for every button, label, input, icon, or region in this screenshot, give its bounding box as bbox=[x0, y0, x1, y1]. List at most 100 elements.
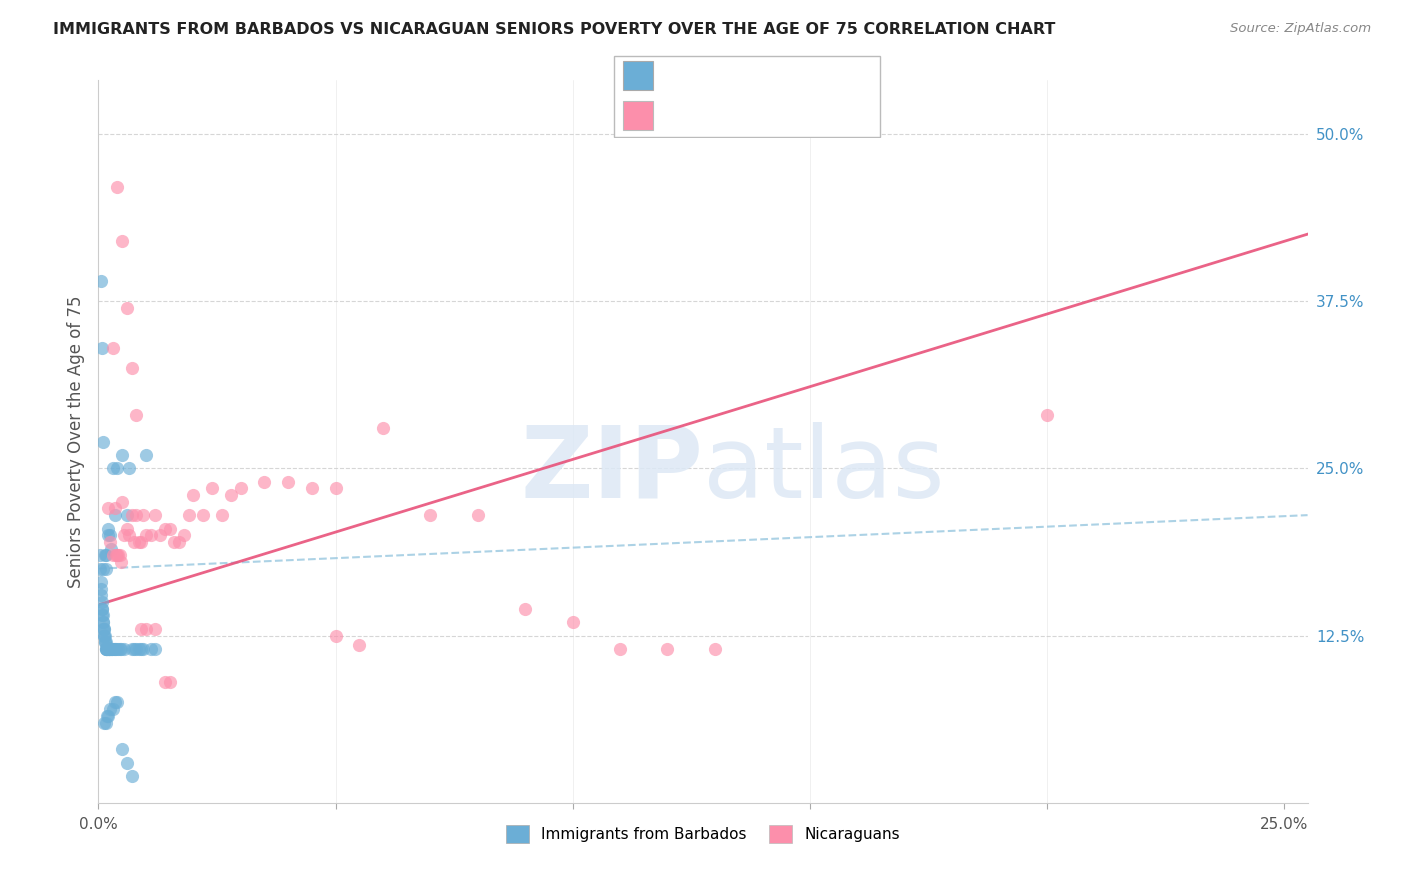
Immigrants from Barbados bbox=[91, 434, 114, 449]
Immigrants from Barbados bbox=[107, 642, 129, 657]
Immigrants from Barbados bbox=[93, 628, 115, 642]
Immigrants from Barbados bbox=[103, 508, 125, 523]
Immigrants from Barbados bbox=[100, 642, 122, 657]
Immigrants from Barbados bbox=[98, 702, 121, 716]
Nicaraguans bbox=[561, 615, 583, 630]
Immigrants from Barbados bbox=[97, 642, 120, 657]
Nicaraguans bbox=[277, 475, 299, 489]
Nicaraguans bbox=[125, 408, 148, 422]
Immigrants from Barbados bbox=[103, 642, 125, 657]
Immigrants from Barbados bbox=[94, 562, 117, 576]
Immigrants from Barbados bbox=[90, 582, 112, 596]
Immigrants from Barbados bbox=[94, 642, 117, 657]
Immigrants from Barbados bbox=[91, 622, 114, 636]
Nicaraguans bbox=[128, 534, 150, 549]
Immigrants from Barbados bbox=[89, 562, 111, 576]
Immigrants from Barbados bbox=[115, 508, 138, 523]
Nicaraguans bbox=[201, 482, 224, 496]
Immigrants from Barbados bbox=[91, 608, 114, 623]
Immigrants from Barbados bbox=[100, 541, 122, 556]
Immigrants from Barbados bbox=[91, 615, 114, 630]
Nicaraguans bbox=[173, 528, 195, 542]
Nicaraguans bbox=[129, 622, 152, 636]
Nicaraguans bbox=[177, 508, 200, 523]
Y-axis label: Seniors Poverty Over the Age of 75: Seniors Poverty Over the Age of 75 bbox=[66, 295, 84, 588]
Immigrants from Barbados bbox=[91, 615, 114, 630]
Immigrants from Barbados bbox=[97, 528, 120, 542]
Nicaraguans bbox=[105, 548, 128, 563]
Nicaraguans bbox=[371, 421, 394, 435]
Immigrants from Barbados bbox=[93, 635, 115, 649]
Immigrants from Barbados bbox=[94, 548, 117, 563]
Immigrants from Barbados bbox=[111, 448, 134, 462]
Nicaraguans bbox=[229, 482, 252, 496]
Immigrants from Barbados bbox=[135, 448, 157, 462]
Nicaraguans bbox=[191, 508, 214, 523]
Immigrants from Barbados bbox=[104, 642, 127, 657]
Nicaraguans bbox=[104, 501, 127, 516]
Nicaraguans bbox=[211, 508, 233, 523]
Nicaraguans bbox=[181, 488, 204, 502]
Immigrants from Barbados bbox=[104, 696, 127, 710]
Text: R =  0.425    N = 61: R = 0.425 N = 61 bbox=[664, 107, 818, 121]
Nicaraguans bbox=[609, 642, 631, 657]
Immigrants from Barbados bbox=[143, 642, 166, 657]
Text: ZIP: ZIP bbox=[520, 422, 703, 519]
Immigrants from Barbados bbox=[115, 756, 138, 770]
Immigrants from Barbados bbox=[96, 548, 118, 563]
Nicaraguans bbox=[129, 534, 152, 549]
Nicaraguans bbox=[347, 638, 370, 652]
Immigrants from Barbados bbox=[98, 642, 121, 657]
Nicaraguans bbox=[139, 528, 162, 542]
Nicaraguans bbox=[167, 534, 190, 549]
Nicaraguans bbox=[115, 301, 138, 315]
Nicaraguans bbox=[325, 628, 347, 642]
FancyBboxPatch shape bbox=[614, 56, 880, 136]
Nicaraguans bbox=[301, 482, 323, 496]
Nicaraguans bbox=[143, 622, 166, 636]
Immigrants from Barbados bbox=[93, 622, 115, 636]
Nicaraguans bbox=[118, 528, 141, 542]
Nicaraguans bbox=[115, 521, 138, 535]
Immigrants from Barbados bbox=[93, 628, 115, 642]
Nicaraguans bbox=[101, 548, 124, 563]
Immigrants from Barbados bbox=[105, 461, 128, 475]
Immigrants from Barbados bbox=[93, 622, 115, 636]
Nicaraguans bbox=[114, 528, 136, 542]
Nicaraguans bbox=[159, 521, 181, 535]
Nicaraguans bbox=[107, 548, 129, 563]
Nicaraguans bbox=[419, 508, 441, 523]
Immigrants from Barbados bbox=[91, 562, 114, 576]
Immigrants from Barbados bbox=[139, 642, 162, 657]
Nicaraguans bbox=[110, 555, 132, 569]
Immigrants from Barbados bbox=[105, 696, 128, 710]
Nicaraguans bbox=[149, 528, 172, 542]
Nicaraguans bbox=[153, 521, 176, 535]
Immigrants from Barbados bbox=[101, 702, 124, 716]
Immigrants from Barbados bbox=[94, 715, 117, 730]
Immigrants from Barbados bbox=[100, 642, 122, 657]
Immigrants from Barbados bbox=[90, 602, 112, 616]
Immigrants from Barbados bbox=[97, 521, 120, 535]
Immigrants from Barbados bbox=[111, 742, 134, 756]
Nicaraguans bbox=[657, 642, 679, 657]
Nicaraguans bbox=[219, 488, 242, 502]
Immigrants from Barbados bbox=[105, 642, 128, 657]
Text: IMMIGRANTS FROM BARBADOS VS NICARAGUAN SENIORS POVERTY OVER THE AGE OF 75 CORREL: IMMIGRANTS FROM BARBADOS VS NICARAGUAN S… bbox=[53, 22, 1056, 37]
Immigrants from Barbados bbox=[90, 595, 112, 609]
Immigrants from Barbados bbox=[91, 341, 114, 355]
Immigrants from Barbados bbox=[101, 642, 124, 657]
Immigrants from Barbados bbox=[114, 642, 136, 657]
Nicaraguans bbox=[703, 642, 725, 657]
Nicaraguans bbox=[111, 234, 134, 248]
Immigrants from Barbados bbox=[98, 528, 121, 542]
Nicaraguans bbox=[111, 494, 134, 508]
Nicaraguans bbox=[121, 361, 143, 376]
Immigrants from Barbados bbox=[90, 274, 112, 288]
Immigrants from Barbados bbox=[93, 715, 115, 730]
Immigrants from Barbados bbox=[97, 642, 120, 657]
Nicaraguans bbox=[101, 341, 124, 355]
Nicaraguans bbox=[163, 534, 186, 549]
Immigrants from Barbados bbox=[129, 642, 152, 657]
Immigrants from Barbados bbox=[94, 635, 117, 649]
